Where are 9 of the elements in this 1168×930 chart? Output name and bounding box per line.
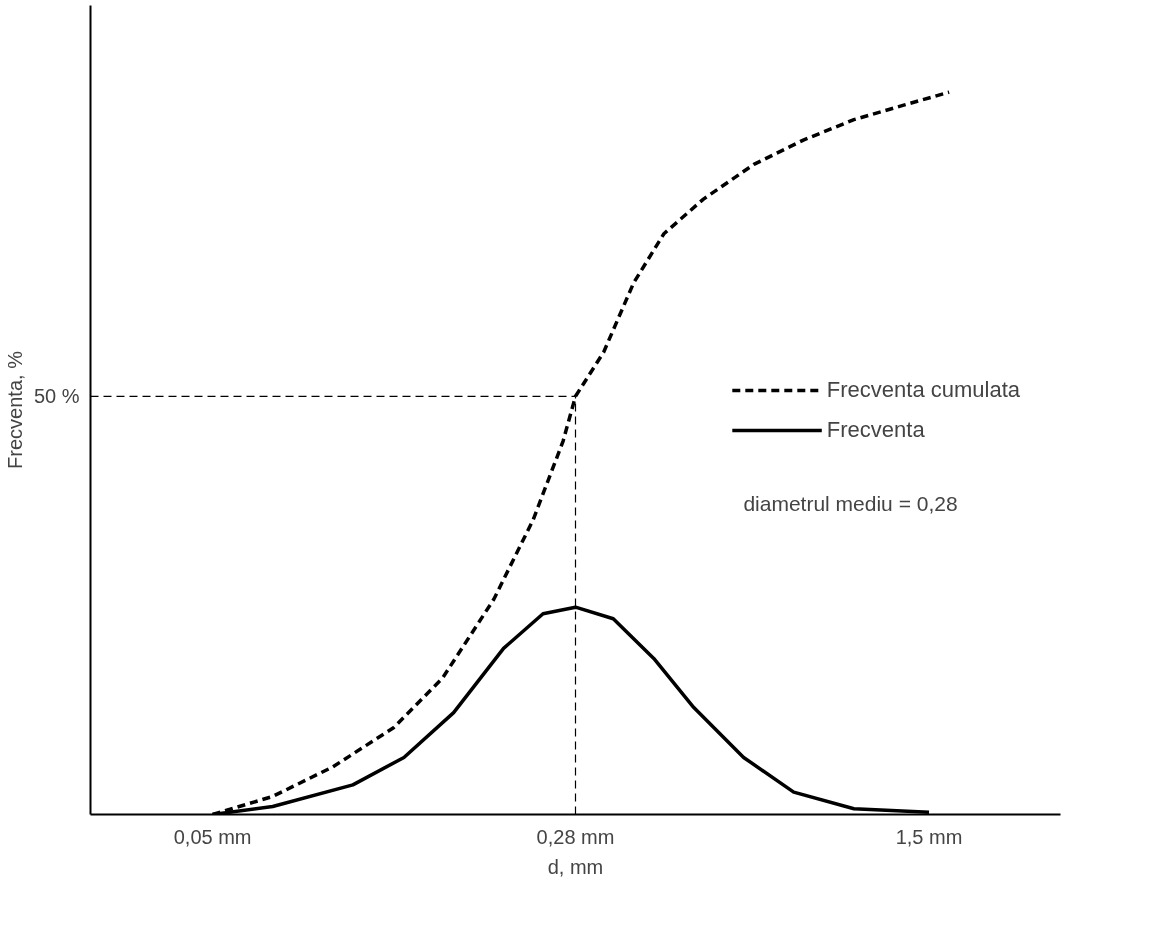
x-tick-label: 0,28 mm [536,825,615,848]
x-tick-label: 1,5 mm [895,825,963,848]
legend-label: Frecventa [826,416,925,443]
x-axis-title: d, mm [547,855,604,878]
annotation: diametrul mediu = 0,28 [743,491,958,515]
x-tick-label: 0,05 mm [173,825,252,848]
text: 50 % [33,385,80,408]
y-axis-title: Frecventa, % [3,350,26,469]
legend-label: Frecventa cumulata [826,376,1020,403]
